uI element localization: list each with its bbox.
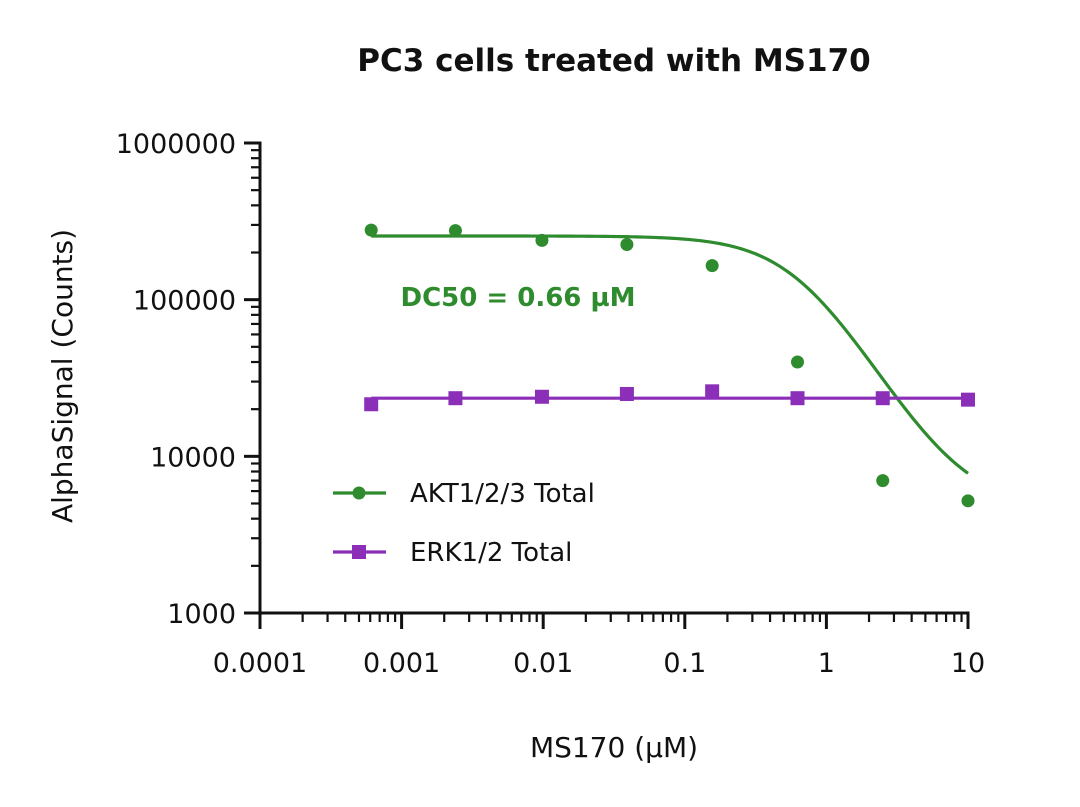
erk1-2-total-point — [619, 386, 634, 401]
akt1-2-3-total-point — [620, 237, 634, 251]
erk1-2-total-point — [534, 389, 549, 404]
akt1-2-3-total-point — [364, 223, 378, 237]
y-tick-label: 100000 — [133, 286, 236, 317]
akt1-2-3-total-point — [790, 355, 804, 369]
x-axis-title: MS170 (µM) — [530, 731, 698, 764]
legend: AKT1/2/3 Total ERK1/2 Total — [333, 479, 595, 568]
y-axis-title: AlphaSignal (Counts) — [46, 229, 79, 523]
x-tick-label: 1 — [818, 648, 835, 679]
akt1-2-3-total-point — [961, 494, 975, 508]
x-tick-label: 0.01 — [513, 648, 573, 679]
x-tick-label: 0.001 — [363, 648, 440, 679]
dc50-annotation: DC50 = 0.66 µM — [401, 283, 636, 313]
axes: 0.0001 0.001 0.01 0.1 1 10 1000 10000 100000 1000… — [116, 129, 985, 679]
x-tick-label: 0.0001 — [213, 648, 307, 679]
x-tick-label: 10 — [951, 648, 985, 679]
data-points — [364, 223, 975, 508]
akt1-2-3-total-point — [535, 233, 549, 247]
erk1-2-total-point — [705, 384, 720, 399]
y-tick-label: 1000000 — [116, 129, 236, 160]
erk1-2-total-point — [961, 392, 975, 407]
fit-curves — [371, 234, 969, 475]
legend-marker-square — [352, 545, 366, 559]
akt1-2-3-total-point — [705, 259, 719, 273]
y-tick-label: 1000 — [167, 599, 236, 630]
legend-label: ERK1/2 Total — [410, 538, 572, 568]
akt1-2-3-total-fit-curve — [371, 234, 969, 475]
akt1-2-3-total-point — [876, 474, 890, 488]
erk1-2-total-point — [364, 397, 379, 412]
y-tick-label: 10000 — [150, 442, 236, 473]
erk1-2-total-point — [875, 391, 890, 406]
akt1-2-3-total-point — [448, 224, 462, 238]
erk1-2-total-point — [448, 391, 463, 406]
legend-marker-circle — [352, 486, 366, 500]
erk1-2-total-point — [790, 391, 805, 406]
legend-label: AKT1/2/3 Total — [410, 479, 595, 509]
x-tick-label: 0.1 — [663, 648, 706, 679]
chart-title: PC3 cells treated with MS170 — [357, 43, 870, 79]
